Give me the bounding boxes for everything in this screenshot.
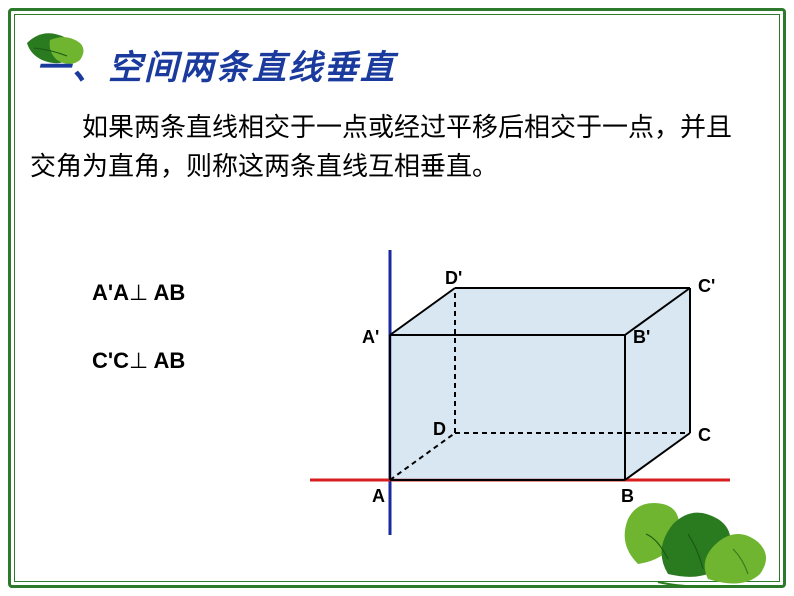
equation-aa-perp-ab: A'A⊥ AB — [92, 280, 185, 306]
perp-symbol: ⊥ — [129, 280, 148, 305]
equation-cc-perp-ab: C'C⊥ AB — [92, 348, 185, 374]
definition-text: 如果两条直线相交于一点或经过平移后相交于一点，并且交角为直角，则称这两条直线互相… — [30, 108, 750, 186]
vertex-label-C: C — [698, 425, 711, 445]
vertex-label-A2: A' — [362, 327, 379, 347]
vertex-label-C2: C' — [698, 276, 715, 296]
perp-symbol: ⊥ — [129, 348, 148, 373]
eq1-right: AB — [153, 280, 185, 305]
eq1-left: A'A — [92, 280, 129, 305]
eq2-left: C'C — [92, 348, 129, 373]
vertex-label-D: D — [433, 419, 446, 439]
eq2-right: AB — [153, 348, 185, 373]
vertex-label-B: B — [621, 486, 634, 506]
face-front — [390, 335, 625, 480]
vertex-label-D2: D' — [445, 268, 462, 288]
vertex-label-A: A — [372, 486, 385, 506]
section-title: 一、空间两条直线垂直 — [36, 40, 396, 89]
vertex-label-B2: B' — [633, 327, 650, 347]
cuboid-figure: A B C D A' B' C' D' — [290, 240, 740, 540]
